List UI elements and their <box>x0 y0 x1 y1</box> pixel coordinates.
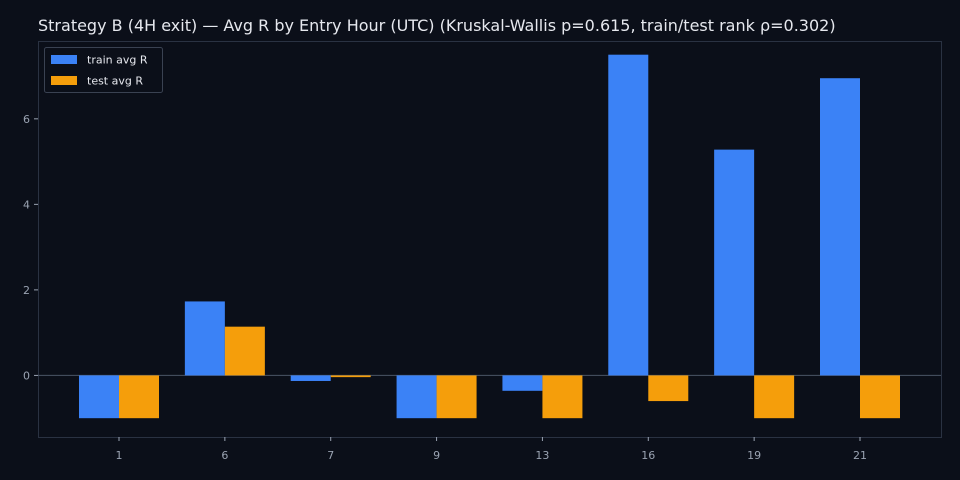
bar-test-hour-7 <box>330 375 371 378</box>
bar-test-hour-6 <box>224 326 265 376</box>
y-tick-label: 0 <box>23 369 30 382</box>
bar-test-hour-19 <box>754 375 795 419</box>
bar-test-hour-9 <box>436 375 477 419</box>
x-tick-label: 9 <box>433 449 440 462</box>
y-tick-label: 6 <box>23 113 30 126</box>
legend-swatch-train <box>51 55 77 64</box>
x-tick-label: 13 <box>535 449 549 462</box>
legend-label-train: train avg R <box>87 54 148 67</box>
bar-test-hour-21 <box>860 375 900 419</box>
bar-test-hour-1 <box>119 375 159 419</box>
x-tick-label: 1 <box>116 449 123 462</box>
x-tick-label: 19 <box>747 449 761 462</box>
chart-title: Strategy B (4H exit) — Avg R by Entry Ho… <box>38 16 836 35</box>
bar-train-hour-13 <box>502 375 543 391</box>
bar-train-hour-6 <box>184 301 225 376</box>
x-tick-label: 21 <box>853 449 867 462</box>
y-tick-label: 4 <box>23 198 30 211</box>
x-axis: 1 6 7 9 13 16 19 21 <box>116 437 867 462</box>
bar-train-hour-16 <box>608 54 649 376</box>
legend-label-test: test avg R <box>87 75 143 88</box>
bar-train-hour-1 <box>79 375 119 419</box>
x-tick-label: 7 <box>327 449 334 462</box>
x-tick-label: 6 <box>221 449 228 462</box>
bar-train-hour-21 <box>820 78 860 376</box>
bar-train-hour-19 <box>714 149 755 376</box>
bars-group <box>79 54 900 419</box>
bar-train-hour-9 <box>396 375 437 419</box>
y-axis: 0 2 4 6 <box>23 113 38 382</box>
legend-swatch-test <box>51 76 77 85</box>
x-tick-label: 16 <box>641 449 655 462</box>
plot-frame <box>38 41 942 438</box>
bar-train-hour-7 <box>290 375 331 381</box>
bar-test-hour-16 <box>648 375 689 402</box>
y-tick-label: 2 <box>23 284 30 297</box>
bar-test-hour-13 <box>542 375 583 419</box>
legend: train avg R test avg R <box>44 47 163 93</box>
